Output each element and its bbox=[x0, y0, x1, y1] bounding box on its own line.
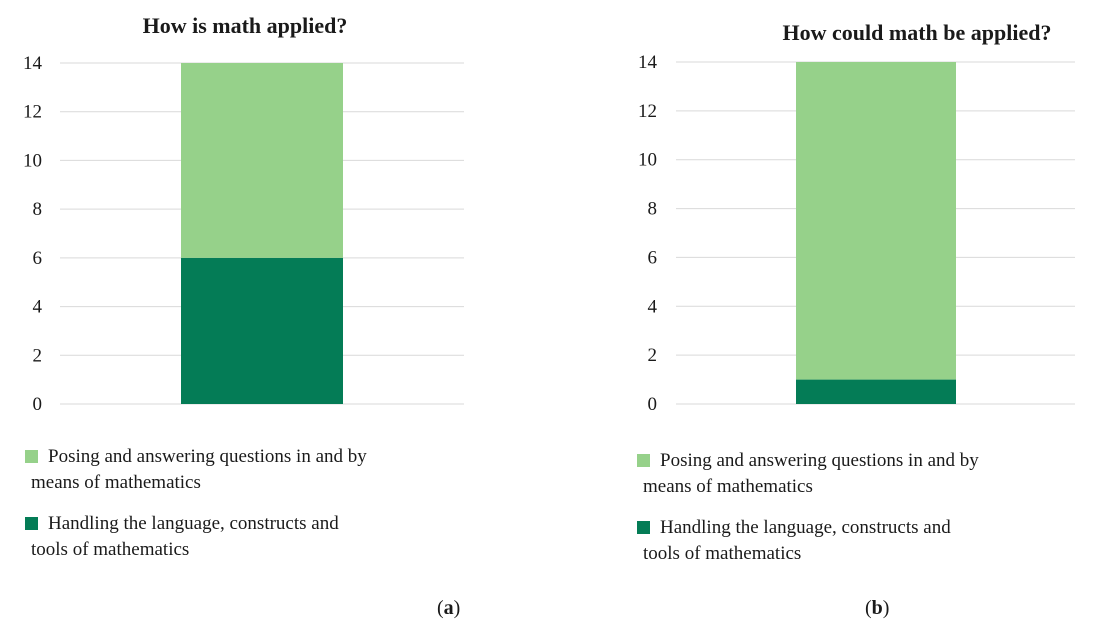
legend-swatch bbox=[637, 521, 650, 534]
panel-label: (b) bbox=[865, 597, 889, 619]
y-tick-label: 0 bbox=[648, 394, 658, 415]
legend-swatch bbox=[637, 454, 650, 467]
legend-label: Posing and answering questions in and by bbox=[660, 450, 979, 471]
y-tick-label: 8 bbox=[33, 199, 43, 220]
bar-segment bbox=[181, 257, 343, 404]
y-tick-label: 14 bbox=[23, 53, 43, 74]
legend-label: means of mathematics bbox=[31, 472, 201, 493]
legend-label: Handling the language, constructs and bbox=[48, 513, 339, 534]
panel-label: (a) bbox=[437, 597, 460, 619]
legend-swatch bbox=[25, 450, 38, 463]
y-tick-label: 2 bbox=[33, 345, 43, 366]
y-tick-label: 10 bbox=[638, 150, 657, 171]
legend-swatch bbox=[25, 517, 38, 530]
y-tick-label: 6 bbox=[648, 247, 658, 268]
y-tick-label: 8 bbox=[648, 199, 658, 220]
legend-label: tools of mathematics bbox=[31, 539, 189, 560]
legend-label: Handling the language, constructs and bbox=[660, 517, 951, 538]
y-tick-label: 2 bbox=[648, 345, 658, 366]
y-tick-label: 4 bbox=[648, 296, 658, 317]
bar-segment bbox=[796, 62, 956, 380]
chart-title: How could math be applied? bbox=[783, 20, 1052, 45]
y-tick-label: 0 bbox=[33, 394, 43, 415]
legend-label: means of mathematics bbox=[643, 476, 813, 497]
y-tick-label: 14 bbox=[638, 52, 658, 73]
bar-segment bbox=[796, 379, 956, 404]
y-tick-label: 12 bbox=[23, 102, 42, 123]
y-tick-label: 6 bbox=[33, 248, 43, 269]
legend-label: Posing and answering questions in and by bbox=[48, 446, 367, 467]
bar-segment bbox=[181, 63, 343, 258]
chart-title: How is math applied? bbox=[143, 13, 348, 38]
y-tick-label: 4 bbox=[33, 297, 43, 318]
y-tick-label: 10 bbox=[23, 150, 42, 171]
legend-label: tools of mathematics bbox=[643, 543, 801, 564]
y-tick-label: 12 bbox=[638, 101, 657, 122]
